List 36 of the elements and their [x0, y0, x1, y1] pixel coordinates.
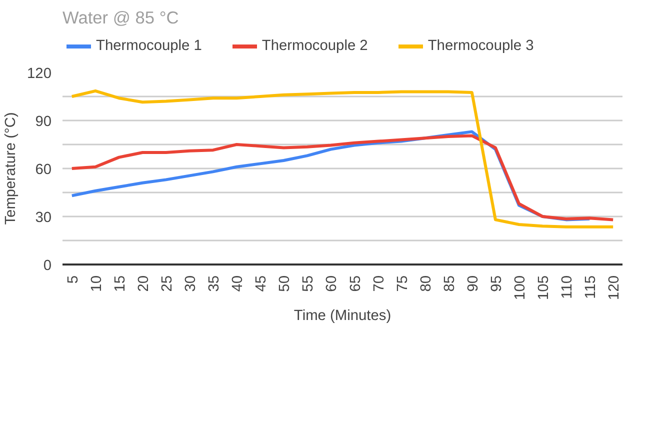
x-tick-label: 95 [488, 275, 505, 292]
x-tick-label: 5 [65, 275, 82, 284]
x-tick-label: 10 [88, 275, 105, 292]
x-tick-label: 75 [394, 275, 411, 292]
x-tick-label: 90 [465, 275, 482, 292]
x-tick-label: 105 [536, 275, 552, 300]
x-tick-label: 40 [230, 275, 246, 292]
x-tick-label: 110 [560, 275, 576, 299]
x-tick-label: 15 [112, 275, 128, 292]
y-tick-label: 0 [43, 258, 52, 274]
x-axis-title: Time (Minutes) [294, 308, 392, 324]
x-tick-label: 85 [442, 275, 458, 292]
x-tick-label: 50 [277, 275, 294, 292]
x-tick-label: 120 [606, 275, 623, 300]
y-tick-label: 30 [35, 210, 52, 226]
line-series [70, 89, 615, 228]
x-tick-label: 20 [136, 275, 152, 292]
legend-label: Thermocouple 2 [262, 38, 368, 54]
y-tick-label: 120 [27, 66, 52, 82]
x-tick-label: 80 [418, 275, 434, 292]
chart-title: Water @ 85 °C [62, 8, 179, 28]
x-tick-label: 55 [300, 275, 317, 292]
x-tick-label: 30 [183, 275, 200, 292]
x-tick-label: 100 [512, 275, 528, 300]
x-tick-label: 115 [583, 275, 600, 299]
x-tick-label: 70 [371, 275, 388, 292]
x-tick-label: 35 [206, 275, 223, 292]
x-tick-label: 25 [160, 275, 176, 292]
legend-label: Thermocouple 1 [96, 38, 202, 54]
legend-label: Thermocouple 3 [428, 38, 534, 54]
x-tick-label: 45 [254, 275, 270, 292]
x-tick-label: 65 [348, 275, 364, 292]
y-tick-label: 60 [35, 162, 52, 178]
y-axis-title: Temperature (°C) [3, 112, 20, 225]
y-tick-label: 90 [35, 114, 52, 130]
x-tick-label: 60 [324, 275, 340, 292]
